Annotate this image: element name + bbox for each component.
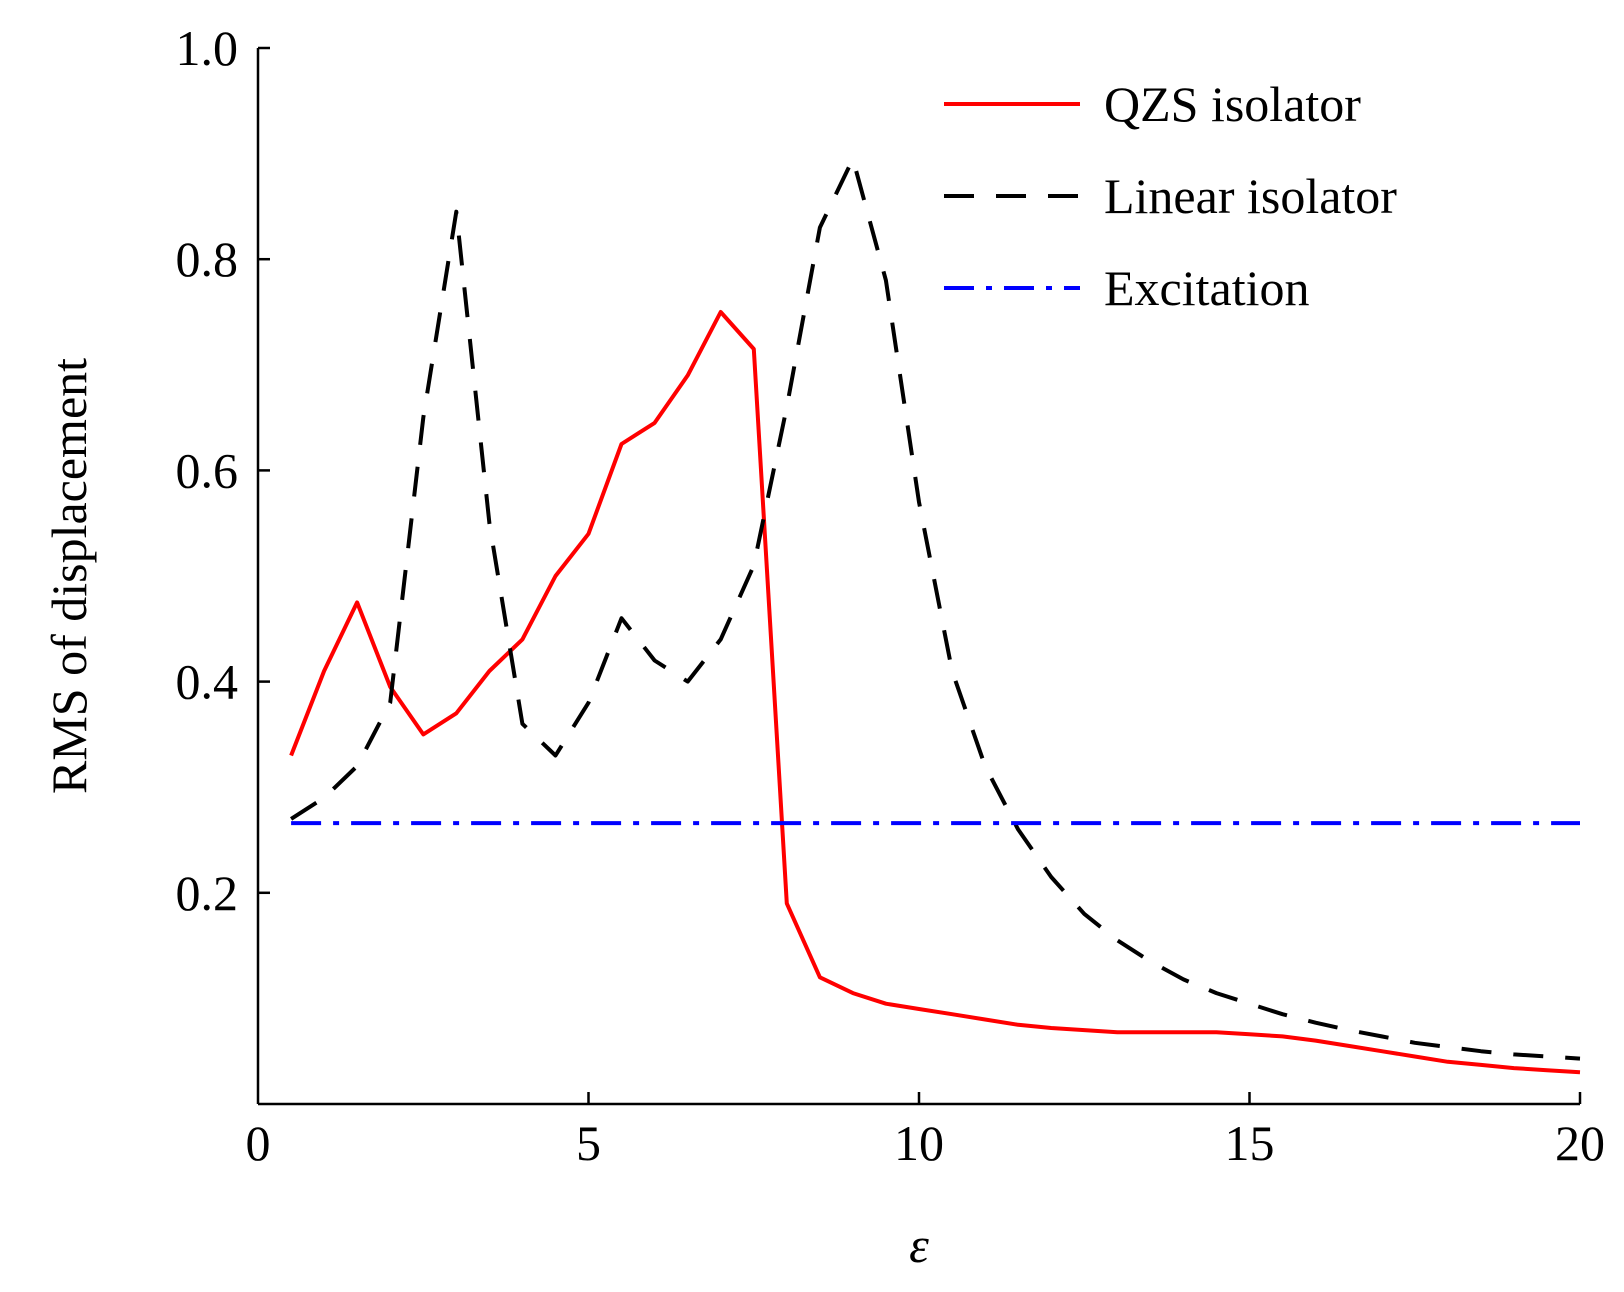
y-tick-label: 0.6 bbox=[176, 442, 239, 498]
x-tick-label: 20 bbox=[1555, 1115, 1605, 1171]
legend-label: QZS isolator bbox=[1104, 76, 1361, 132]
legend: QZS isolator Linear isolator Excitation bbox=[944, 76, 1397, 316]
series-line-linear-isolator bbox=[290, 156, 1581, 1061]
ticks-layer: 0 5 10 15 20 0.2 0.4 0.6 0.8 1.0 bbox=[176, 20, 1606, 1171]
series-line-qzs-isolator bbox=[289, 310, 1581, 1075]
x-axis-label: ε bbox=[909, 1217, 929, 1273]
y-tick-label: 1.0 bbox=[176, 20, 239, 76]
legend-label: Excitation bbox=[1104, 260, 1310, 316]
y-tick-label: 0.4 bbox=[176, 654, 239, 710]
x-tick-label: 0 bbox=[246, 1115, 271, 1171]
x-tick-label: 5 bbox=[576, 1115, 601, 1171]
series-layer bbox=[289, 156, 1581, 1075]
legend-label: Linear isolator bbox=[1104, 168, 1397, 224]
x-tick-label: 10 bbox=[894, 1115, 944, 1171]
y-axis-label: RMS of displacement bbox=[41, 358, 97, 794]
y-tick-label: 0.2 bbox=[176, 865, 239, 921]
x-tick-label: 15 bbox=[1225, 1115, 1275, 1171]
y-tick-label: 0.8 bbox=[176, 231, 239, 287]
